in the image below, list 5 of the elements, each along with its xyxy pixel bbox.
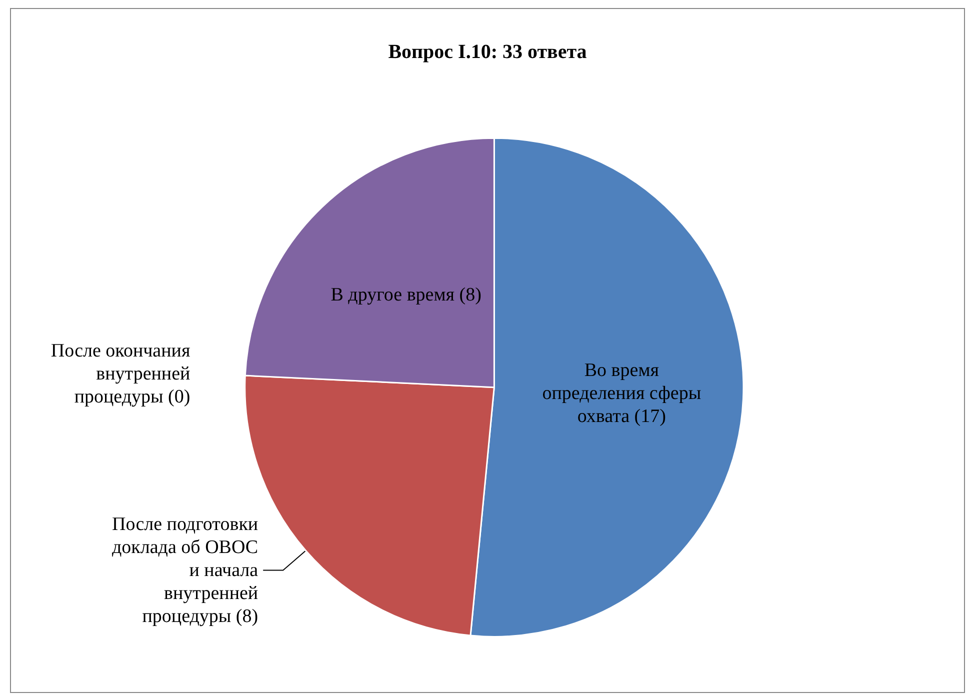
slice-label: В другое время (8): [330, 284, 482, 306]
category-label: После окончания внутренней процедуры (0): [50, 340, 190, 408]
slice-label: После подготовки доклада об ОВОС и начала внутренней процедуры (8): [112, 514, 259, 627]
slice-label: Во время определения сферы охвата (17): [542, 360, 702, 427]
chart-title: Вопрос I.10: 33 ответа: [388, 41, 587, 63]
